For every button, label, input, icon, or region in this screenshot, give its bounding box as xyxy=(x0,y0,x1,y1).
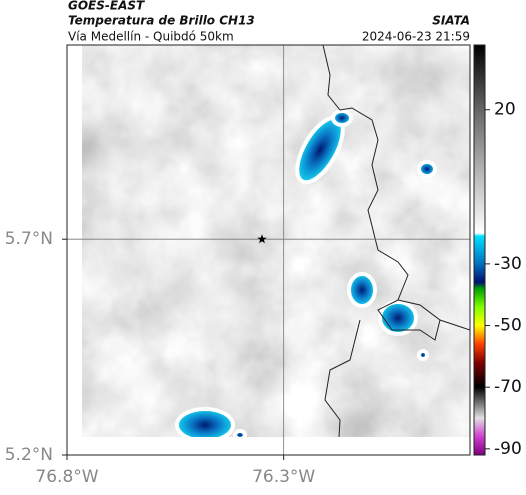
region: Vía Medellín - Quibdó 50km xyxy=(68,30,234,44)
map-image xyxy=(67,45,470,455)
colorbar-tick-label: -90 xyxy=(494,439,522,459)
colorbar-tick-label: -50 xyxy=(494,316,522,336)
datetime: 2024-06-23 21:59 xyxy=(362,30,470,44)
colorbar-tick-label: -70 xyxy=(494,377,522,397)
subtitle: Temperatura de Brillo CH13 xyxy=(68,14,255,28)
cloud-field xyxy=(82,45,470,437)
x-tick-label: 76.8°W xyxy=(35,467,98,487)
borders xyxy=(322,45,470,455)
y-tick-label: 5.7°N xyxy=(5,229,53,249)
title: GOES-EAST xyxy=(68,0,145,13)
location-marker xyxy=(257,234,267,244)
colorbar-tick-label: -30 xyxy=(494,254,522,274)
colorbar-tick-label: 20 xyxy=(494,100,516,120)
x-tick-label: 76.3°W xyxy=(252,467,315,487)
source: SIATA xyxy=(432,14,470,28)
y-tick-label: 5.2°N xyxy=(5,445,53,465)
colorbar xyxy=(473,44,486,456)
map-frame xyxy=(66,44,471,456)
